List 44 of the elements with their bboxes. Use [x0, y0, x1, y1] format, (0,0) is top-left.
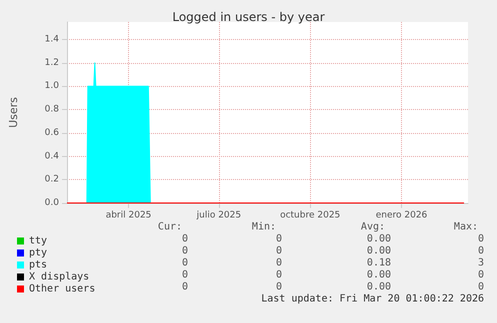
text: 0.00 — [366, 270, 392, 280]
x-tick-label: abril 2025 — [106, 210, 152, 220]
y-tick-label: 1.4 — [44, 34, 60, 45]
y-axis-title: Users — [7, 96, 20, 128]
text: 0 — [182, 282, 188, 292]
text: 0 — [478, 246, 484, 256]
text: 0 — [276, 282, 282, 292]
text: 0 — [478, 234, 484, 244]
text: Cur: — [158, 222, 182, 232]
text: 0 — [182, 258, 188, 268]
x-tick-label: julio 2025 — [196, 210, 242, 220]
text: 0 — [276, 234, 282, 244]
legend-label: Other users — [29, 284, 96, 294]
text: 0 — [478, 270, 484, 280]
text: Max: — [454, 222, 478, 232]
text: 0.00 — [366, 282, 392, 292]
y-tick-label: 0.6 — [44, 128, 60, 138]
text: 0.18 — [366, 258, 392, 268]
legend-label: tty — [29, 236, 48, 246]
y-tick-label: 0.2 — [44, 174, 59, 185]
chart-title: Logged in users - by year — [172, 10, 325, 24]
text: 3 — [478, 258, 484, 268]
text: 0 — [182, 270, 188, 280]
text: 0 — [182, 234, 188, 244]
text: 0.00 — [366, 246, 392, 256]
text: 0 — [478, 282, 484, 292]
text: 0.00 — [366, 234, 392, 244]
y-tick-label: 0.4 — [44, 151, 60, 162]
text: Last update: Fri Mar 20 01:00:22 2026 — [261, 294, 484, 304]
text: 0 — [276, 258, 282, 268]
y-tick-label: 1.2 — [44, 58, 59, 68]
y-tick-label: 0.8 — [44, 104, 60, 115]
text: Min: — [252, 222, 276, 232]
text: 0 — [276, 270, 282, 280]
text: 0 — [182, 246, 188, 256]
text: 0 — [276, 246, 282, 256]
legend-label: pty — [29, 248, 48, 258]
legend-label: X displays — [29, 272, 90, 282]
y-tick-label: 1.0 — [44, 81, 60, 92]
text: Avg: — [360, 222, 386, 232]
x-tick-label: enero 2026 — [376, 210, 428, 220]
y-tick-label: 0.0 — [44, 198, 60, 208]
legend-label: pts — [29, 260, 48, 270]
x-tick-label: octubre 2025 — [280, 210, 340, 220]
